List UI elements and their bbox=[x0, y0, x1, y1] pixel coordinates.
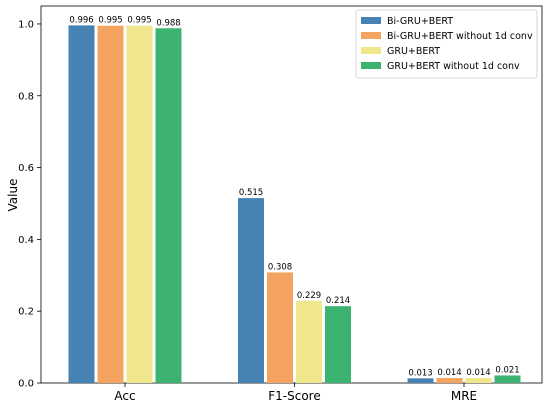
bar-mre-series-4 bbox=[494, 375, 521, 383]
bar-value-label: 0.013 bbox=[408, 368, 432, 378]
y-axis: 0.0 0.2 0.4 0.6 0.8 1.0 bbox=[18, 19, 41, 390]
bar-f1-score-series-3 bbox=[296, 300, 322, 383]
legend-label: Bi-GRU+BERT without 1d conv bbox=[387, 31, 533, 42]
bar-acc-series-4 bbox=[155, 28, 182, 383]
bar-value-label: 0.988 bbox=[156, 18, 180, 28]
x-axis: Acc F1-Score MRE bbox=[114, 383, 477, 403]
bar-acc-series-2 bbox=[97, 25, 124, 383]
y-tick-label: 0.8 bbox=[18, 91, 34, 102]
bar-value-label: 0.995 bbox=[127, 16, 151, 26]
bar-value-label: 0.214 bbox=[326, 296, 350, 306]
x-tick-label: MRE bbox=[451, 389, 477, 403]
x-tick-label: F1-Score bbox=[268, 389, 320, 403]
bar-mre-series-3 bbox=[465, 377, 492, 383]
legend-label: GRU+BERT bbox=[387, 46, 440, 57]
bar-value-label: 0.515 bbox=[239, 188, 263, 198]
bar-mre-series-2 bbox=[436, 377, 463, 383]
bar-acc-series-3 bbox=[126, 25, 153, 383]
y-tick-label: 0.2 bbox=[18, 307, 34, 318]
legend-label: Bi-GRU+BERT bbox=[387, 16, 453, 27]
legend: Bi-GRU+BERT Bi-GRU+BERT without 1d conv GR… bbox=[355, 9, 538, 79]
legend-label: GRU+BERT without 1d conv bbox=[387, 61, 520, 72]
bar-f1-score-series-2 bbox=[267, 272, 293, 383]
bar-value-label: 0.308 bbox=[268, 262, 292, 272]
bar-value-label: 0.021 bbox=[495, 365, 519, 375]
x-tick-label: Acc bbox=[114, 389, 135, 403]
bar-mre-series-1 bbox=[407, 378, 434, 383]
bar-value-label: 0.996 bbox=[69, 15, 93, 25]
bar-f1-score-series-1 bbox=[238, 198, 264, 383]
bar-value-label: 0.014 bbox=[437, 368, 461, 378]
bar-f1-score-series-4 bbox=[325, 306, 351, 383]
bar-value-label: 0.229 bbox=[297, 291, 321, 301]
bar-value-label: 0.995 bbox=[98, 16, 122, 26]
y-tick-label: 0.0 bbox=[18, 379, 34, 390]
legend-swatch bbox=[361, 62, 381, 69]
legend-box bbox=[355, 9, 538, 79]
bar-value-label: 0.014 bbox=[466, 368, 490, 378]
bar-acc-series-1 bbox=[68, 25, 95, 383]
y-tick-label: 0.4 bbox=[18, 235, 34, 246]
bars-layer bbox=[68, 25, 521, 383]
data-labels-layer: 0.996 0.995 0.995 0.988 0.515 0.308 0.229 0.214… bbox=[69, 15, 519, 378]
y-axis-title: Value bbox=[6, 179, 20, 212]
y-tick-label: 0.6 bbox=[18, 163, 34, 174]
y-tick-label: 1.0 bbox=[18, 19, 34, 30]
legend-swatch bbox=[361, 17, 381, 24]
legend-swatch bbox=[361, 47, 381, 54]
legend-swatch bbox=[361, 32, 381, 39]
